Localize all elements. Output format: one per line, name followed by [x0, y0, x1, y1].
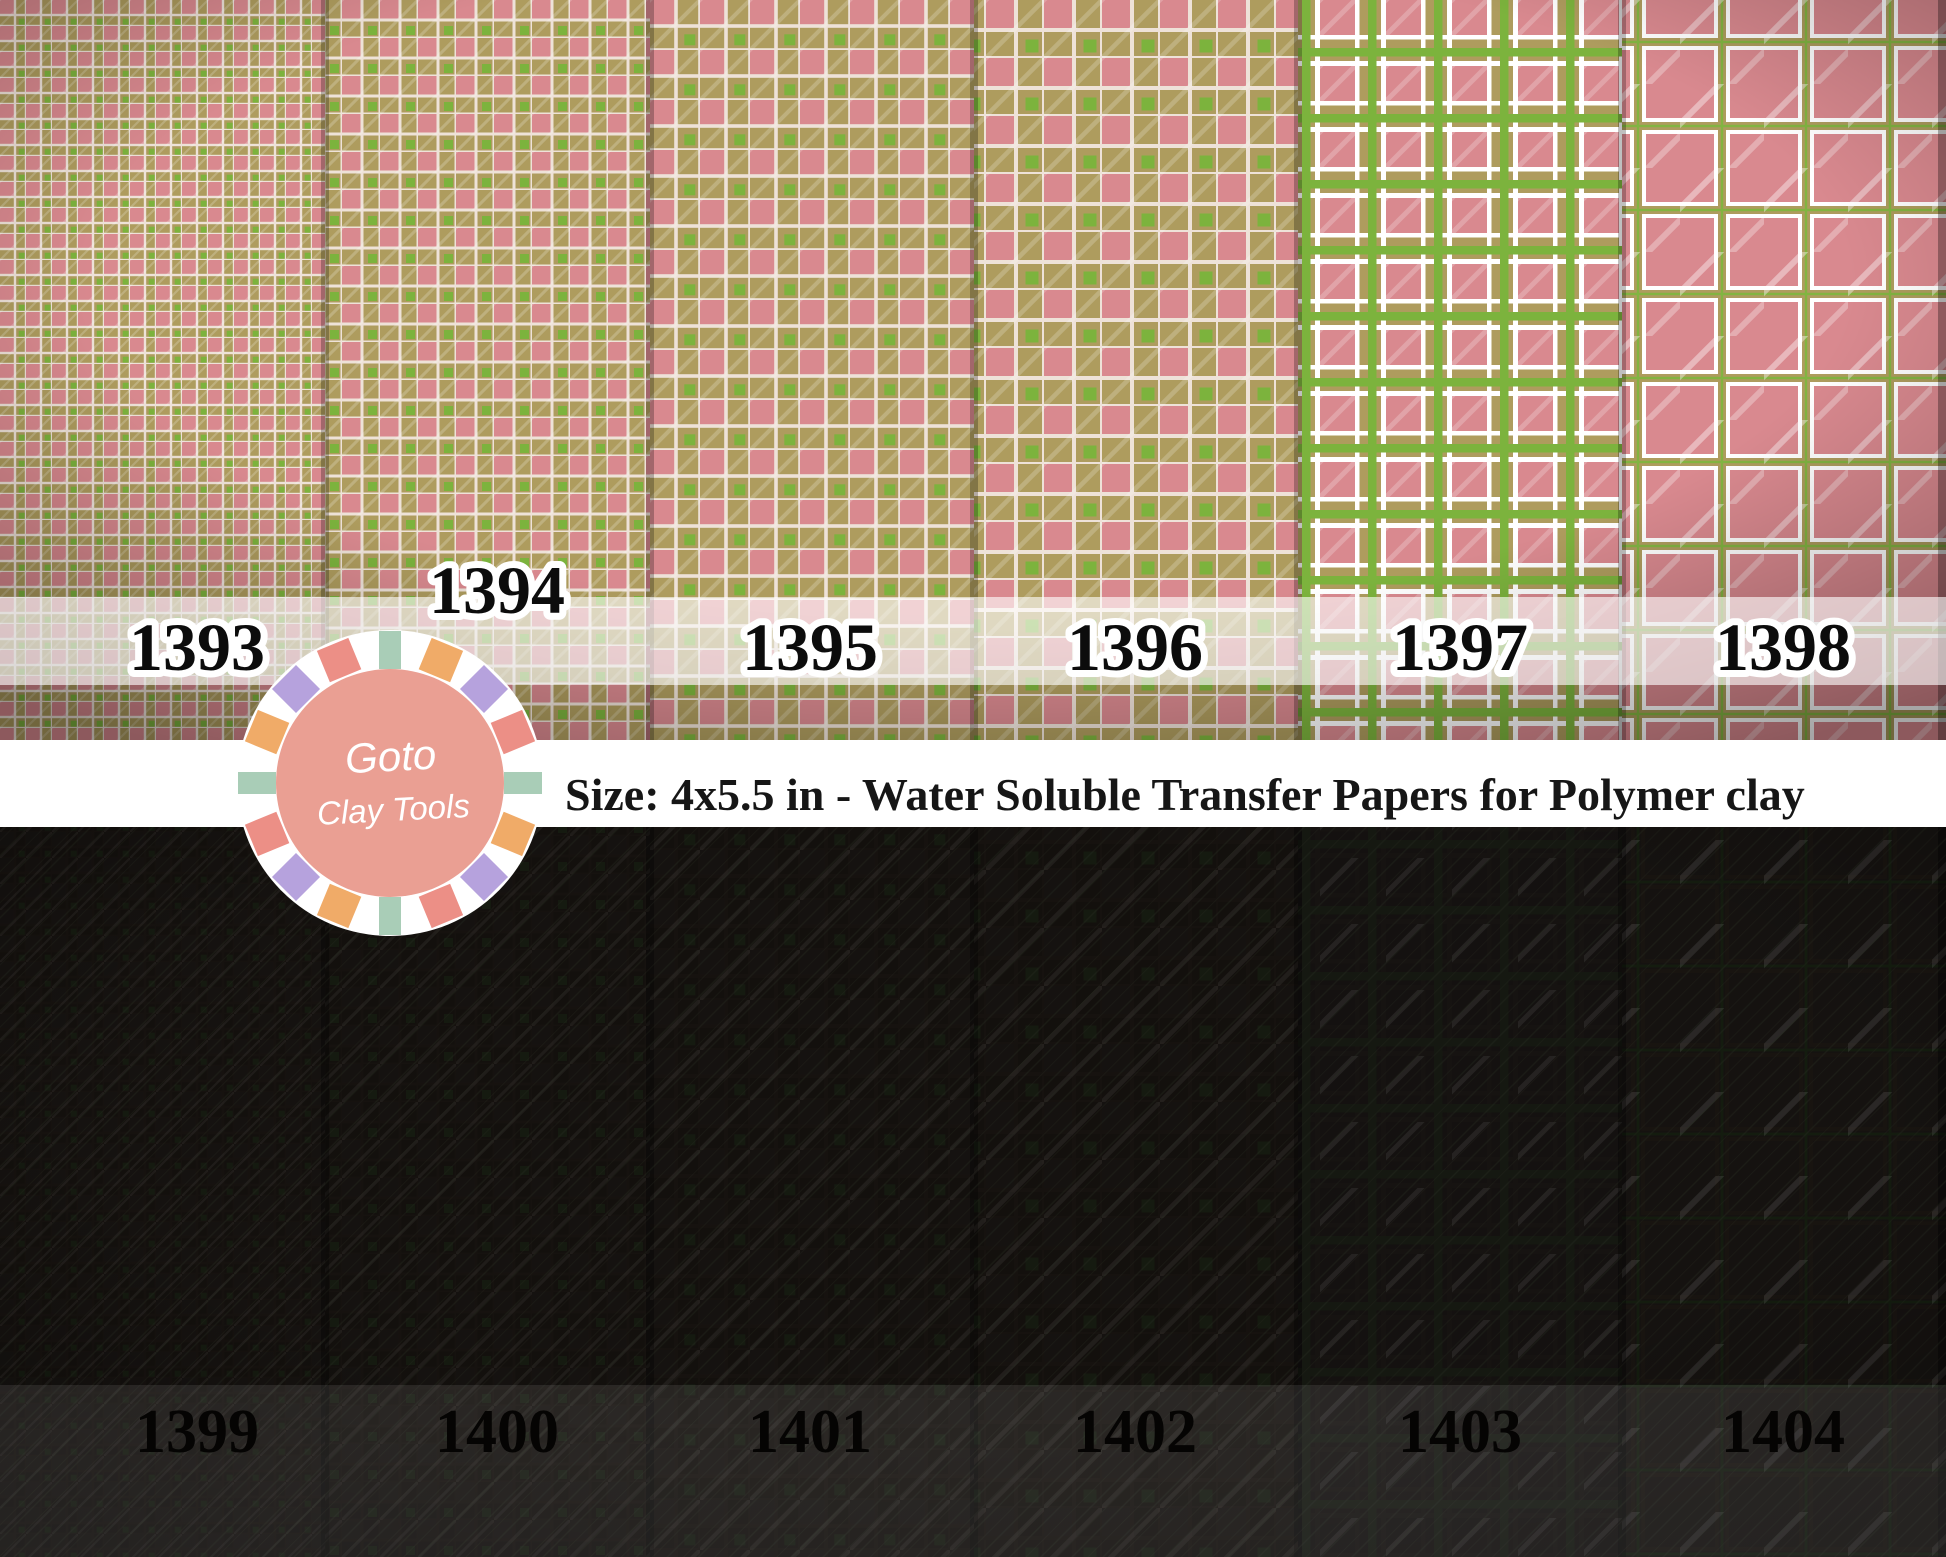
- svg-text:Goto: Goto: [344, 731, 437, 783]
- svg-text:1399: 1399: [135, 1398, 259, 1466]
- svg-text:1394: 1394: [429, 552, 565, 628]
- svg-text:1400: 1400: [435, 1398, 559, 1466]
- svg-text:1397: 1397: [1392, 609, 1528, 685]
- svg-text:1395: 1395: [742, 609, 878, 685]
- svg-text:1398: 1398: [1715, 609, 1851, 685]
- svg-text:1393: 1393: [129, 609, 265, 685]
- svg-text:1396: 1396: [1067, 609, 1203, 685]
- svg-text:1401: 1401: [748, 1398, 872, 1466]
- svg-text:1403: 1403: [1398, 1398, 1522, 1466]
- svg-text:1402: 1402: [1073, 1398, 1197, 1466]
- svg-text:Size: 4x5.5 in - Water Soluble: Size: 4x5.5 in - Water Soluble Transfer …: [565, 769, 1805, 820]
- svg-text:1404: 1404: [1721, 1398, 1845, 1466]
